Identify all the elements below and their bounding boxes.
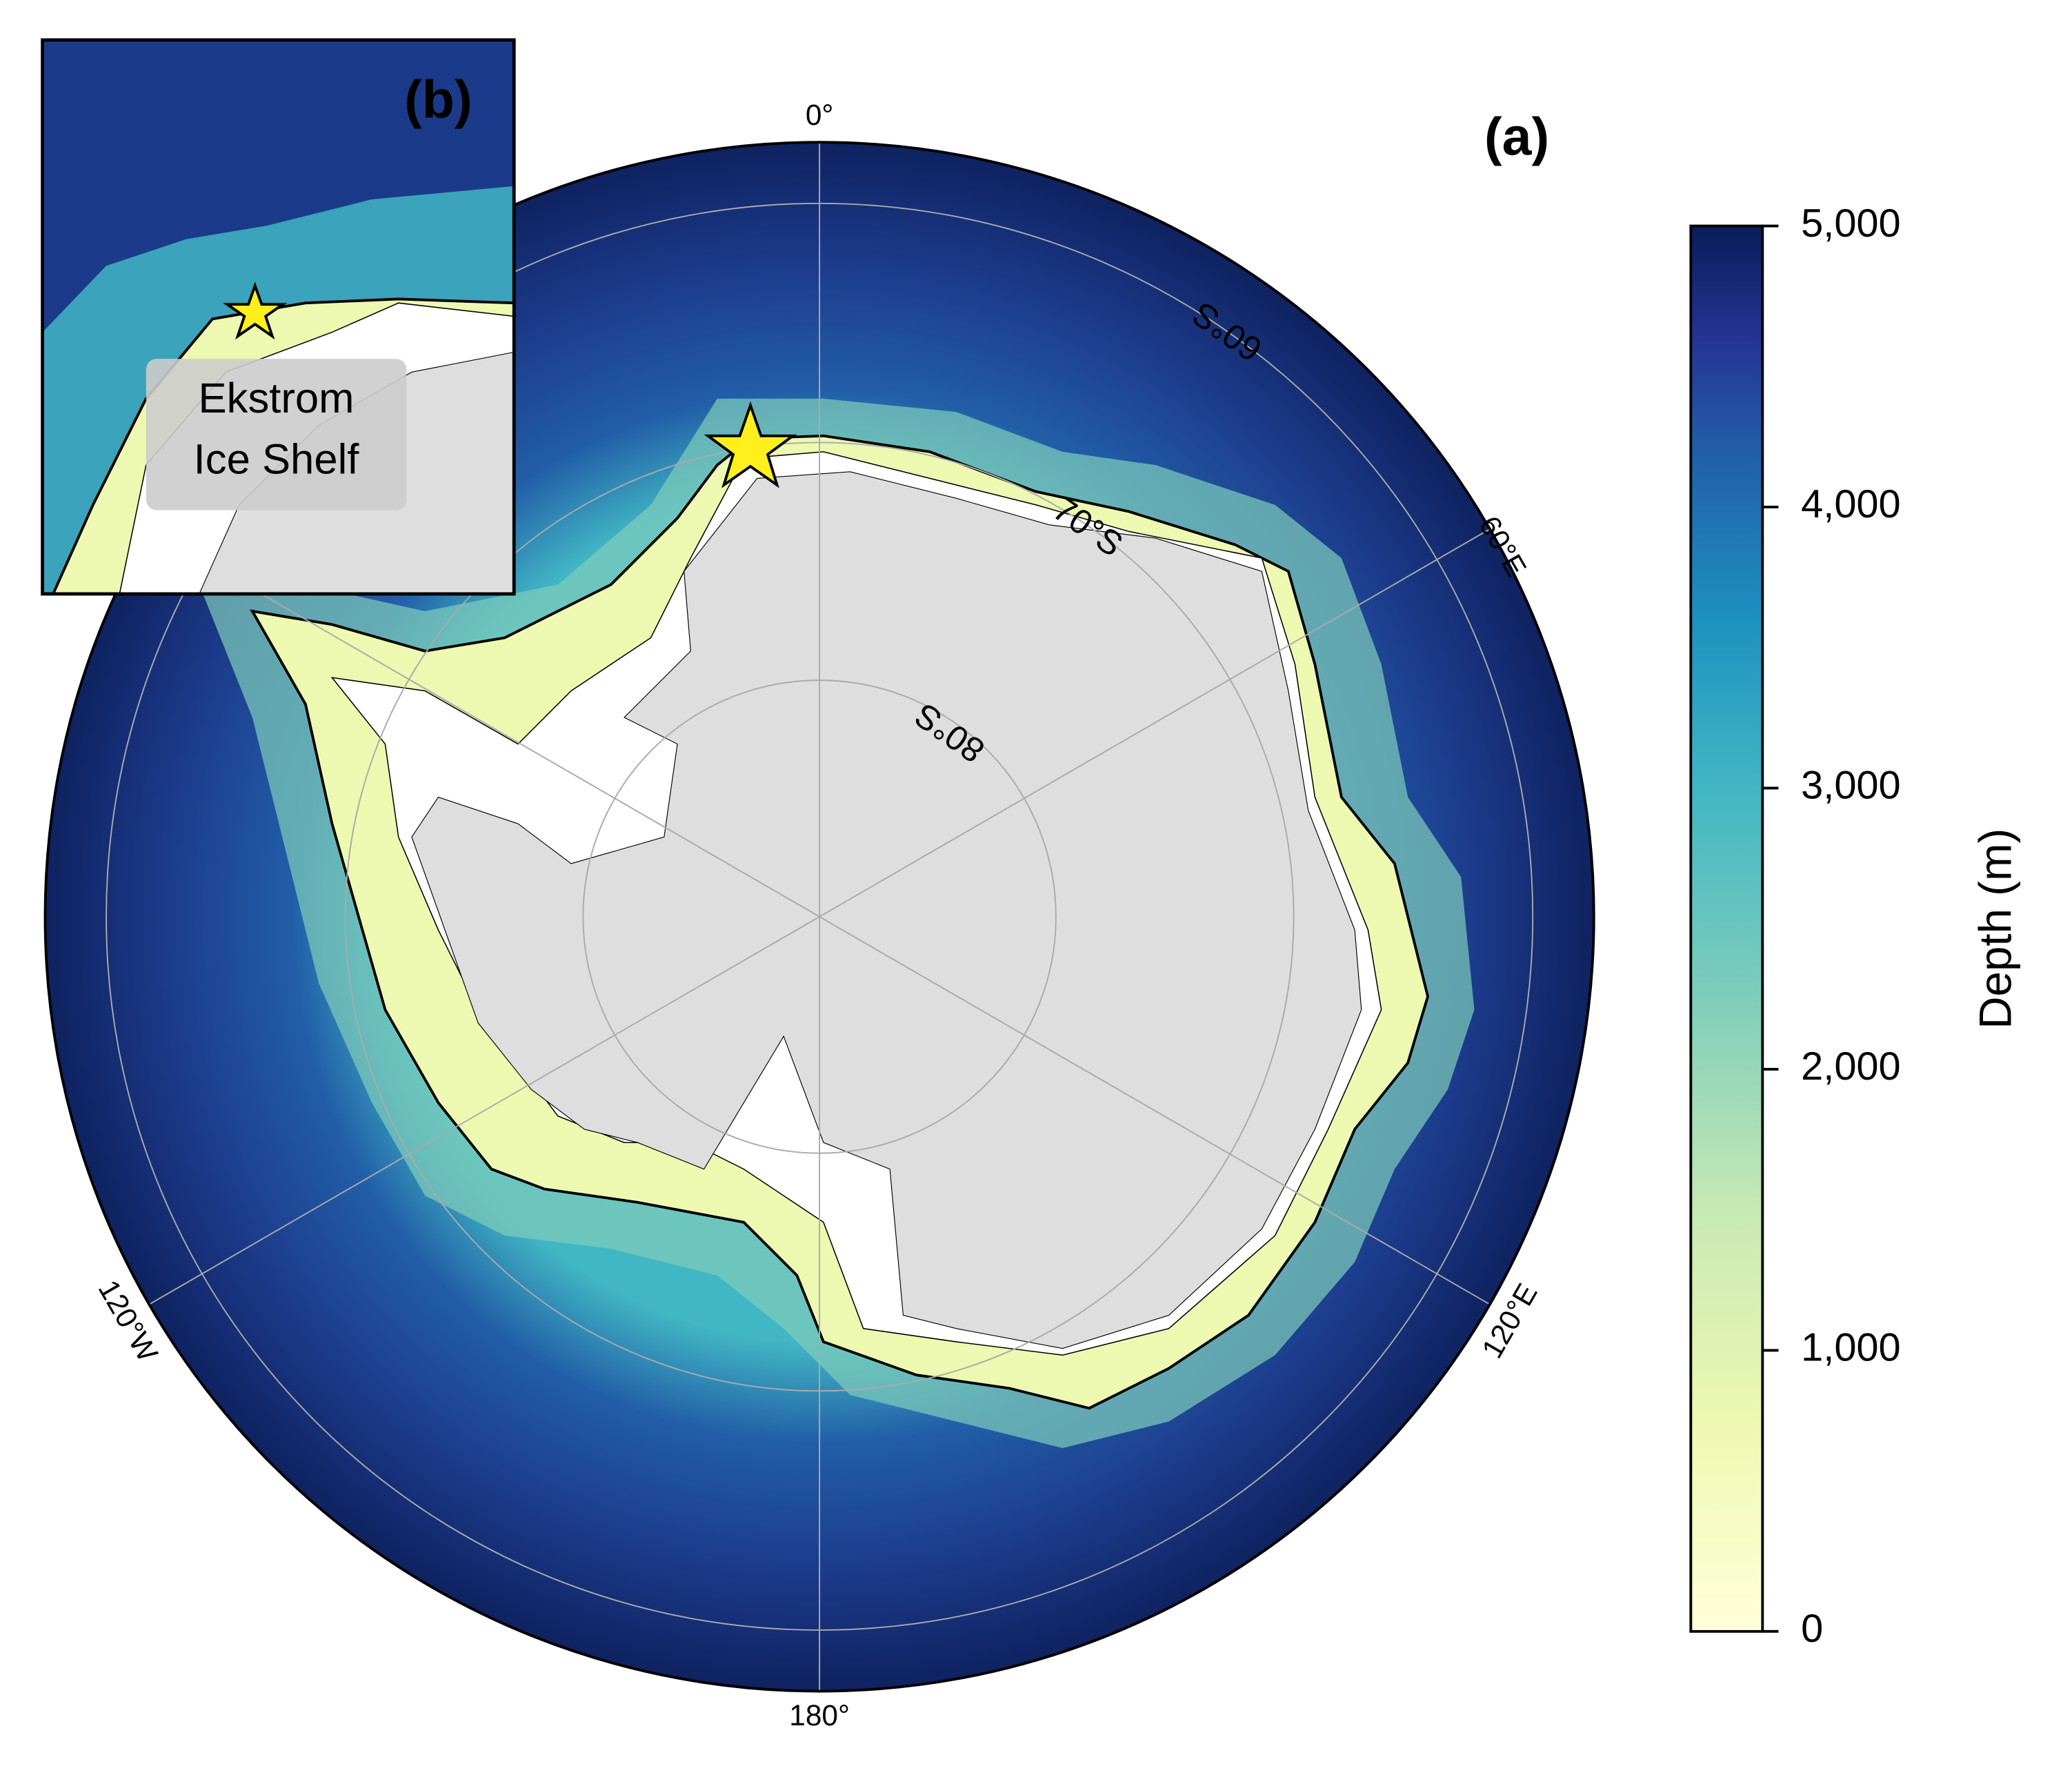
colorbar-tick-label: 0	[1801, 1607, 1823, 1651]
land	[411, 471, 1362, 1349]
label-box	[146, 359, 407, 510]
colorbar-tick-label: 5,000	[1801, 201, 1901, 246]
panel-label: (b)	[404, 70, 472, 130]
colorbar-label: Depth (m)	[1970, 829, 2020, 1029]
graticule	[106, 142, 1534, 1692]
colorbar-body	[1689, 224, 1764, 1633]
panel-label: (a)	[1484, 108, 1549, 167]
longitude-label: 180°	[789, 1699, 850, 1732]
inset-panel: Ekstrom Ice Shelf (b)	[41, 38, 516, 596]
colorbar-tick-label: 1,000	[1801, 1326, 1901, 1370]
longitude-label: 0°	[806, 99, 834, 131]
inset-label: Ekstrom	[199, 375, 355, 422]
colorbar-tick-label: 2,000	[1801, 1044, 1901, 1089]
inset-frame	[41, 38, 516, 596]
colorbar-tick-label: 4,000	[1801, 482, 1901, 526]
location-star	[704, 401, 797, 488]
inset-star	[223, 281, 288, 340]
inset-label: Ice Shelf	[194, 436, 360, 484]
colorbar: Depth (m) 0 1,000 2,000 3,000 4,000 5,000	[1689, 201, 2020, 1651]
map-boundary	[43, 141, 1595, 1693]
colorbar-tick-label: 3,000	[1801, 764, 1901, 808]
